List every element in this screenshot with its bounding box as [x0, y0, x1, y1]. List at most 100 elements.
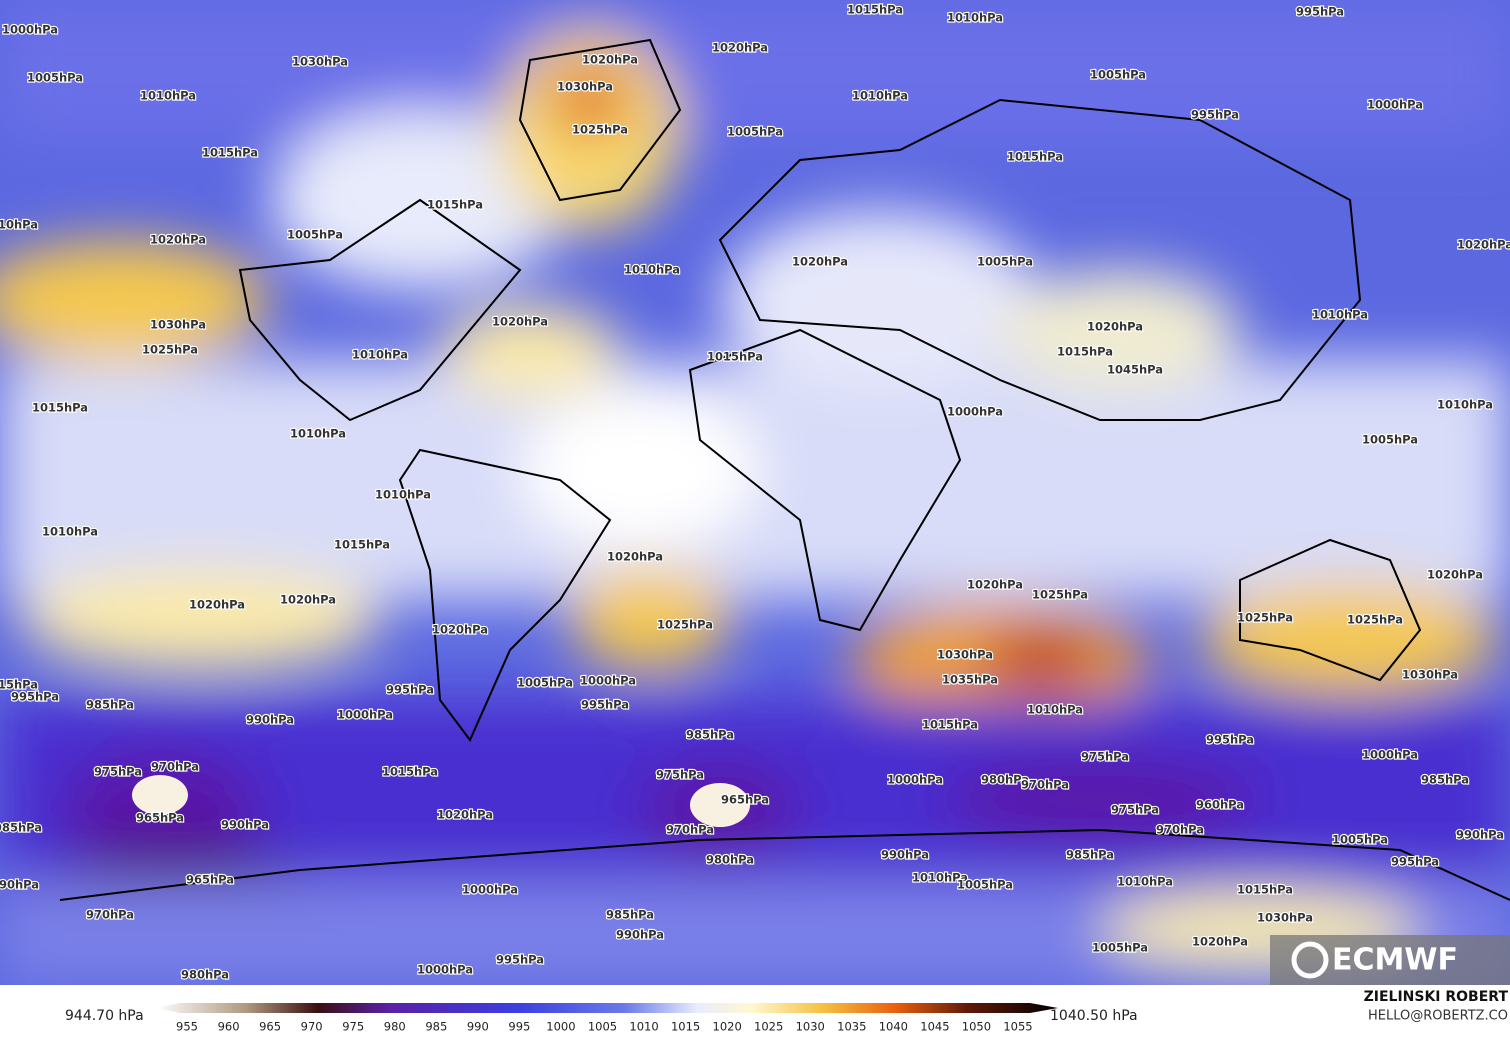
- isobar-label: 1015hPa: [32, 401, 88, 415]
- isobar-label: 990hPa: [616, 928, 664, 942]
- isobar-label: 1025hPa: [142, 343, 198, 357]
- author: ZIELINSKI ROBERT: [1364, 989, 1509, 1005]
- isobar-label: 1010hPa: [947, 11, 1003, 25]
- isobar-label: 1010hPa: [852, 89, 908, 103]
- isobar-label: 970hPa: [86, 908, 134, 922]
- isobar-label: 970hPa: [666, 823, 714, 837]
- isobar-label: 985hPa: [0, 821, 42, 835]
- isobar-label: 970hPa: [1156, 823, 1204, 837]
- isobar-label: 995hPa: [11, 690, 59, 704]
- colorbar-tick-label: 1050: [962, 1020, 991, 1034]
- isobar-label: 1020hPa: [1457, 238, 1510, 252]
- colorbar-tick-label: 955: [176, 1020, 198, 1034]
- colorbar-ramp: [155, 1003, 1058, 1013]
- isobar-label: 1020hPa: [607, 550, 663, 564]
- isobar-label: 965hPa: [721, 793, 769, 807]
- isobar-label: 985hPa: [606, 908, 654, 922]
- isobar-label: 975hPa: [1081, 750, 1129, 764]
- isobar-label: 1030hPa: [292, 55, 348, 69]
- isobar-label: 1015hPa: [1007, 150, 1063, 164]
- isobar-label: 1015hPa: [202, 146, 258, 160]
- isobar-label: 1020hPa: [582, 53, 638, 67]
- isobar-label: 990hPa: [881, 848, 929, 862]
- isobar-label: 1010hPa: [1312, 308, 1368, 322]
- isobar-label: 1015hPa: [847, 3, 903, 17]
- isobar-label: 990hPa: [246, 713, 294, 727]
- isobar-label: 1000hPa: [947, 405, 1003, 419]
- isobar-label: 1045hPa: [1107, 363, 1163, 377]
- isobar-label: 1010hPa: [290, 427, 346, 441]
- isobar-label: 980hPa: [706, 853, 754, 867]
- isobar-label: 1020hPa: [1192, 935, 1248, 949]
- colorbar-tick-label: 975: [342, 1020, 364, 1034]
- isobar-label: 975hPa: [94, 765, 142, 779]
- isobar-label: 1010hPa: [42, 525, 98, 539]
- colorbar-tick-label: 1030: [796, 1020, 825, 1034]
- contact: HELLO@ROBERTZ.CO: [1368, 1009, 1508, 1024]
- isobar-label: 1000hPa: [2, 23, 58, 37]
- isobar-label: 1010hPa: [0, 218, 38, 232]
- isobar-label: 970hPa: [151, 760, 199, 774]
- isobar-label: 995hPa: [1391, 855, 1439, 869]
- isobar-label: 1015hPa: [334, 538, 390, 552]
- colorbar-max: 1040.50 hPa: [1050, 1008, 1138, 1024]
- isobar-label: 1020hPa: [189, 598, 245, 612]
- isobar-label: 1000hPa: [887, 773, 943, 787]
- isobar-label: 1000hPa: [1367, 98, 1423, 112]
- isobar-label: 990hPa: [221, 818, 269, 832]
- isobar-label: 1015hPa: [427, 198, 483, 212]
- isobar-label: 1010hPa: [1027, 703, 1083, 717]
- isobar-label: 995hPa: [1296, 5, 1344, 19]
- isobar-label: 1020hPa: [150, 233, 206, 247]
- coastlines: [59, 38, 1510, 901]
- isobar-label: 1030hPa: [1402, 668, 1458, 682]
- isobar-label: 995hPa: [386, 683, 434, 697]
- isobar-label: 1015hPa: [707, 350, 763, 364]
- isobar-label: 1005hPa: [1362, 433, 1418, 447]
- isobar-label: 1010hPa: [375, 488, 431, 502]
- colorbar-tick-label: 1015: [671, 1020, 700, 1034]
- isobar-label: 1020hPa: [1087, 320, 1143, 334]
- isobar-label: 975hPa: [1111, 803, 1159, 817]
- colorbar-tick-label: 995: [508, 1020, 530, 1034]
- isobar-label: 1005hPa: [287, 228, 343, 242]
- isobar-label: 1035hPa: [942, 673, 998, 687]
- logo-text: ECMWF: [1332, 943, 1458, 978]
- isobar-label: 985hPa: [1066, 848, 1114, 862]
- isobar-label: 1010hPa: [352, 348, 408, 362]
- isobar-label: 1025hPa: [657, 618, 713, 632]
- colorbar-tick-label: 1045: [920, 1020, 949, 1034]
- colorbar-tick-label: 990: [467, 1020, 489, 1034]
- isobar-label: 1005hPa: [727, 125, 783, 139]
- isobar-label: 1010hPa: [912, 871, 968, 885]
- isobar-label: 1015hPa: [0, 678, 38, 692]
- colorbar-tick-label: 1055: [1003, 1020, 1032, 1034]
- isobar-label: 990hPa: [0, 878, 39, 892]
- isobar-label: 965hPa: [136, 811, 184, 825]
- isobar-label: 995hPa: [1206, 733, 1254, 747]
- isobar-label: 1025hPa: [1347, 613, 1403, 627]
- colorbar-tick-label: 1035: [837, 1020, 866, 1034]
- isobar-label: 1030hPa: [150, 318, 206, 332]
- colorbar-tick-label: 970: [301, 1020, 323, 1034]
- isobar-label: 1005hPa: [1332, 833, 1388, 847]
- isobar-label: 965hPa: [186, 873, 234, 887]
- map: [0, 0, 1510, 985]
- isobar-label: 1015hPa: [382, 765, 438, 779]
- isobar-label: 1025hPa: [1032, 588, 1088, 602]
- isobar-label: 1025hPa: [1237, 611, 1293, 625]
- isobar-label: 960hPa: [1196, 798, 1244, 812]
- isobar-label: 1000hPa: [337, 708, 393, 722]
- logo-box: ECMWF: [1270, 935, 1510, 985]
- isobar-label: 1010hPa: [1437, 398, 1493, 412]
- isobar-label: 970hPa: [1021, 778, 1069, 792]
- isobar-label: 985hPa: [686, 728, 734, 742]
- isobar-label: 980hPa: [181, 968, 229, 982]
- isobar-label: 1005hPa: [517, 676, 573, 690]
- isobar-label: 985hPa: [1421, 773, 1469, 787]
- isobar-label: 1030hPa: [557, 80, 613, 94]
- isobar-label: 990hPa: [1456, 828, 1504, 842]
- isobar-label: 1000hPa: [462, 883, 518, 897]
- colorbar-tick-label: 1040: [879, 1020, 908, 1034]
- isobar-label: 1010hPa: [1117, 875, 1173, 889]
